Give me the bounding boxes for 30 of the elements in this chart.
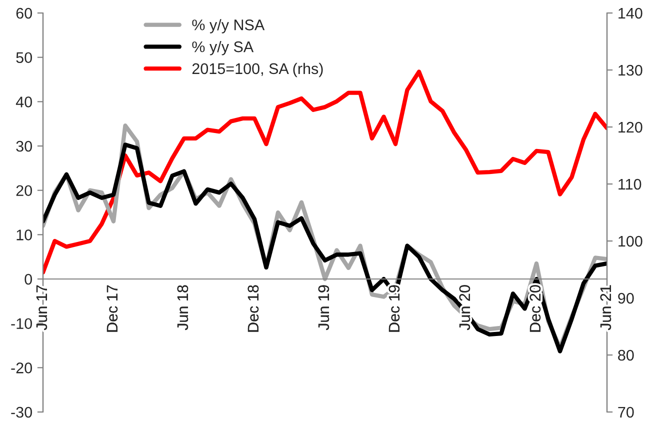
y-tick-label: -20 — [11, 362, 32, 374]
y2-tick-label: 120 — [618, 122, 642, 133]
y2-tick-label: 80 — [618, 350, 634, 361]
y-tick-label: 20 — [16, 185, 32, 196]
y2-tick-label: 100 — [618, 236, 642, 247]
y-tick-label: 50 — [16, 52, 32, 64]
x-tick-label: Dec 20 — [530, 285, 541, 332]
x-tick-label: Jun 17 — [36, 285, 48, 330]
x-tick-label: Dec 17 — [106, 285, 118, 332]
y2-tick-label: 70 — [618, 406, 634, 418]
legend-label: % y/y SA — [192, 40, 254, 56]
y2-tick-label: 130 — [618, 64, 642, 76]
x-tick-label: Jun 18 — [177, 285, 188, 330]
x-tick-label: Dec 19 — [388, 285, 400, 332]
x-tick-label: Jun 20 — [459, 285, 470, 330]
y-tick-label: 60 — [16, 8, 32, 19]
y2-tick-label: 140 — [618, 8, 642, 19]
x-tick-label: Dec 18 — [248, 285, 259, 332]
y-tick-label: 10 — [16, 230, 32, 240]
y-tick-label: 30 — [16, 140, 32, 152]
x-tick-label: Jun 21 — [600, 285, 612, 330]
y2-tick-label: 90 — [618, 292, 634, 304]
y2-tick-label: 110 — [618, 178, 642, 190]
y-tick-label: 0 — [24, 274, 32, 285]
x-tick-label: Jun 19 — [318, 285, 330, 330]
y-tick-label: -30 — [11, 406, 32, 418]
y-tick-label: -10 — [11, 318, 32, 330]
y-tick-label: 40 — [16, 96, 32, 108]
legend-label: 2015=100, SA (rhs) — [192, 62, 323, 78]
legend-label: % y/y NSA — [192, 19, 265, 34]
